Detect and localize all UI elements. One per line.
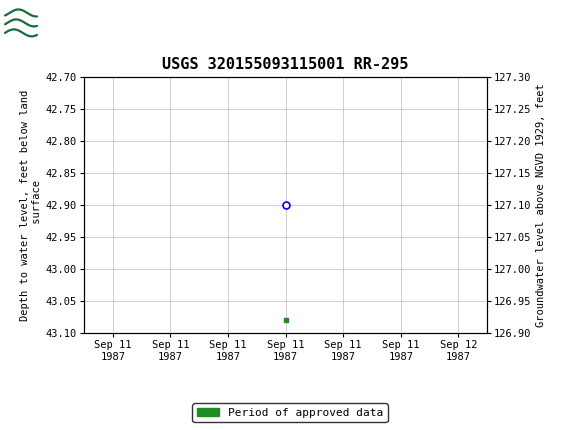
Y-axis label: Groundwater level above NGVD 1929, feet: Groundwater level above NGVD 1929, feet (536, 83, 546, 327)
Bar (4, 3, 38, 38)
Text: USGS: USGS (46, 12, 102, 29)
Title: USGS 320155093115001 RR-295: USGS 320155093115001 RR-295 (162, 57, 409, 72)
Y-axis label: Depth to water level, feet below land
 surface: Depth to water level, feet below land su… (20, 90, 42, 321)
Legend: Period of approved data: Period of approved data (193, 403, 387, 422)
